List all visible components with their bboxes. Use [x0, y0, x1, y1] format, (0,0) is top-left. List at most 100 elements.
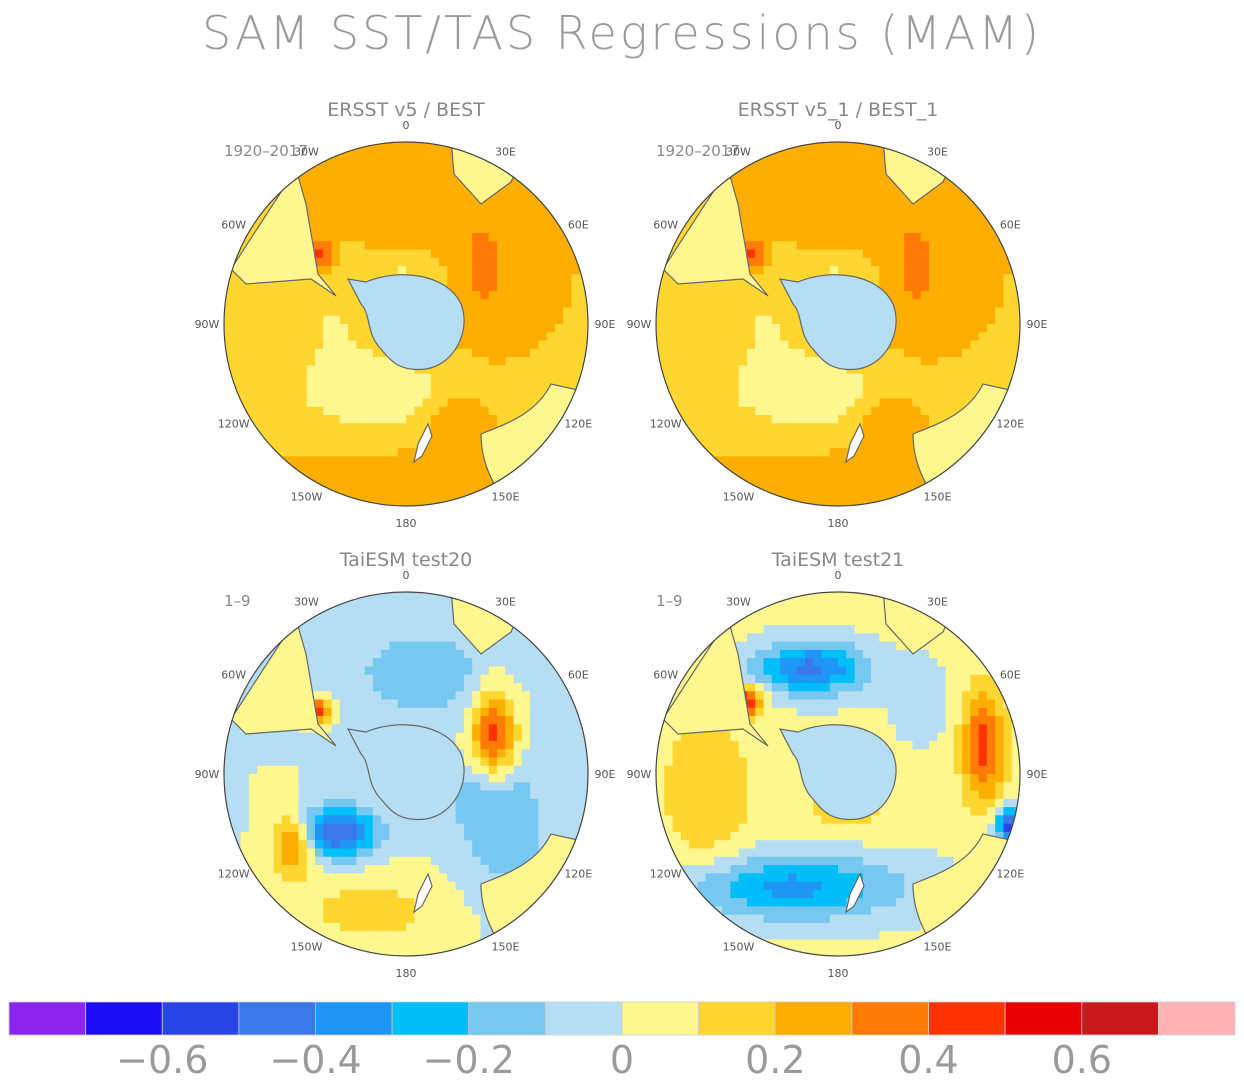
field-cell	[455, 641, 465, 651]
field-cell	[962, 241, 971, 251]
field-cell	[430, 249, 440, 259]
field-cell	[381, 390, 391, 400]
field-cell	[656, 365, 665, 375]
field-cell	[780, 348, 789, 358]
field-cell	[887, 390, 897, 400]
field-cell	[397, 716, 407, 725]
field-cell	[430, 848, 440, 858]
field-cell	[480, 649, 490, 659]
field-cell	[763, 199, 773, 209]
field-cell	[813, 208, 823, 218]
field-cell	[747, 315, 756, 325]
field-cell	[472, 790, 482, 800]
field-cell	[455, 199, 465, 209]
field-cell	[513, 699, 523, 709]
field-cell	[439, 257, 448, 267]
field-cell	[780, 472, 789, 482]
field-cell	[530, 823, 539, 833]
field-cell	[281, 406, 291, 416]
field-cell	[680, 398, 690, 408]
field-cell	[224, 798, 233, 808]
field-cell	[788, 158, 798, 168]
field-cell	[232, 357, 242, 366]
field-cell	[505, 398, 515, 408]
field-cell	[978, 365, 988, 375]
field-cell	[315, 415, 324, 424]
field-cell	[563, 290, 573, 300]
field-cell	[887, 266, 897, 275]
field-cell	[521, 324, 531, 333]
field-cell	[689, 282, 698, 292]
antarctica-landmass	[778, 274, 897, 371]
field-cell	[257, 889, 266, 899]
field-cell	[356, 641, 366, 651]
field-cell	[664, 365, 674, 375]
field-cell	[364, 798, 374, 808]
field-cell	[323, 798, 333, 808]
field-cell	[722, 166, 732, 176]
field-cell	[397, 848, 407, 858]
field-cell	[538, 674, 548, 684]
field-cell	[738, 481, 748, 491]
field-cell	[339, 674, 349, 684]
field-cell	[339, 423, 349, 433]
field-cell	[281, 889, 291, 899]
field-cell	[713, 381, 723, 391]
field-cell	[248, 340, 258, 350]
field-cell	[439, 716, 448, 725]
field-cell	[530, 390, 539, 400]
field-cell	[497, 765, 506, 775]
field-cell	[439, 831, 448, 841]
field-cell	[447, 823, 457, 833]
field-cell	[339, 592, 349, 601]
field-cell	[348, 224, 357, 234]
field-cell	[722, 398, 732, 408]
field-cell	[497, 208, 506, 218]
field-cell	[281, 175, 291, 184]
field-cell	[315, 166, 324, 176]
field-cell	[970, 290, 980, 300]
field-cell	[488, 658, 498, 668]
field-cell	[771, 166, 781, 176]
field-cell	[738, 332, 748, 342]
field-cell	[273, 906, 283, 916]
field-cell	[730, 464, 740, 474]
field-cell	[372, 158, 382, 168]
field-cell	[447, 208, 457, 218]
field-cell	[472, 241, 482, 251]
field-cell	[356, 831, 366, 841]
field-cell	[480, 233, 490, 242]
field-cell	[414, 608, 424, 618]
field-cell	[505, 658, 515, 668]
field-cell	[912, 489, 922, 499]
field-cell	[755, 183, 765, 193]
field-cell	[804, 142, 814, 151]
field-cell	[480, 831, 490, 841]
longitude-label: 120E	[564, 418, 592, 431]
field-cell	[323, 707, 333, 717]
field-cell	[871, 390, 880, 400]
field-cell	[348, 199, 357, 209]
field-cell	[430, 266, 440, 275]
field-cell	[530, 348, 539, 358]
field-cell	[430, 415, 440, 424]
longitude-label: 60W	[221, 219, 246, 232]
field-cell	[298, 873, 308, 883]
field-cell	[248, 348, 258, 358]
field-cell	[439, 464, 448, 474]
field-cell	[290, 831, 300, 841]
field-cell	[554, 282, 564, 292]
field-cell	[521, 274, 531, 284]
field-cell	[530, 716, 539, 725]
field-cell	[372, 224, 382, 234]
field-cell	[331, 183, 341, 193]
field-cell	[488, 315, 498, 325]
field-cell	[962, 257, 971, 267]
field-cell	[265, 831, 275, 841]
field-cell	[331, 365, 341, 375]
field-cell	[364, 790, 374, 800]
field-cell	[257, 415, 266, 424]
field-cell	[265, 415, 275, 424]
field-cell	[838, 208, 847, 218]
field-cell	[904, 348, 914, 358]
